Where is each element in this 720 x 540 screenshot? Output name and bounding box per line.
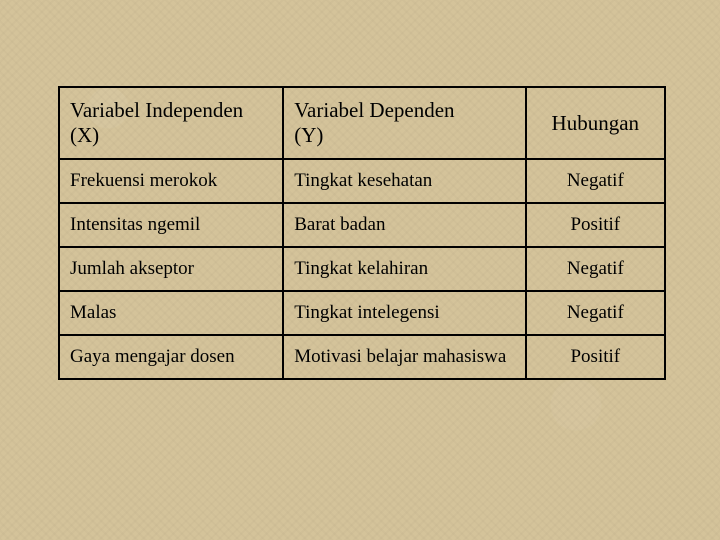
cell-x: Intensitas ngemil [59, 203, 283, 247]
header-x-line1: Variabel Independen [70, 98, 243, 122]
cell-h: Positif [526, 203, 665, 247]
table-row: Malas Tingkat intelegensi Negatif [59, 291, 665, 335]
cell-x: Gaya mengajar dosen [59, 335, 283, 379]
cell-x: Jumlah akseptor [59, 247, 283, 291]
table-row: Frekuensi merokok Tingkat kesehatan Nega… [59, 159, 665, 203]
table-header-row: Variabel Independen (X) Variabel Depende… [59, 87, 665, 159]
header-x-line2: (X) [70, 123, 99, 147]
header-independent: Variabel Independen (X) [59, 87, 283, 159]
header-y-line2: (Y) [294, 123, 323, 147]
cell-x: Frekuensi merokok [59, 159, 283, 203]
cell-y: Motivasi belajar mahasiswa [283, 335, 525, 379]
cell-y: Tingkat intelegensi [283, 291, 525, 335]
cell-h: Negatif [526, 291, 665, 335]
header-y-line1: Variabel Dependen [294, 98, 454, 122]
cell-h: Negatif [526, 159, 665, 203]
table-row: Jumlah akseptor Tingkat kelahiran Negati… [59, 247, 665, 291]
table-row: Gaya mengajar dosen Motivasi belajar mah… [59, 335, 665, 379]
header-h-line1: Hubungan [552, 111, 640, 135]
table-row: Intensitas ngemil Barat badan Positif [59, 203, 665, 247]
cell-y: Barat badan [283, 203, 525, 247]
cell-h: Negatif [526, 247, 665, 291]
cell-y: Tingkat kelahiran [283, 247, 525, 291]
table-container: Variabel Independen (X) Variabel Depende… [58, 86, 666, 380]
cell-x: Malas [59, 291, 283, 335]
header-dependent: Variabel Dependen (Y) [283, 87, 525, 159]
cell-y: Tingkat kesehatan [283, 159, 525, 203]
variables-table: Variabel Independen (X) Variabel Depende… [58, 86, 666, 380]
cell-h: Positif [526, 335, 665, 379]
header-relation: Hubungan [526, 87, 665, 159]
